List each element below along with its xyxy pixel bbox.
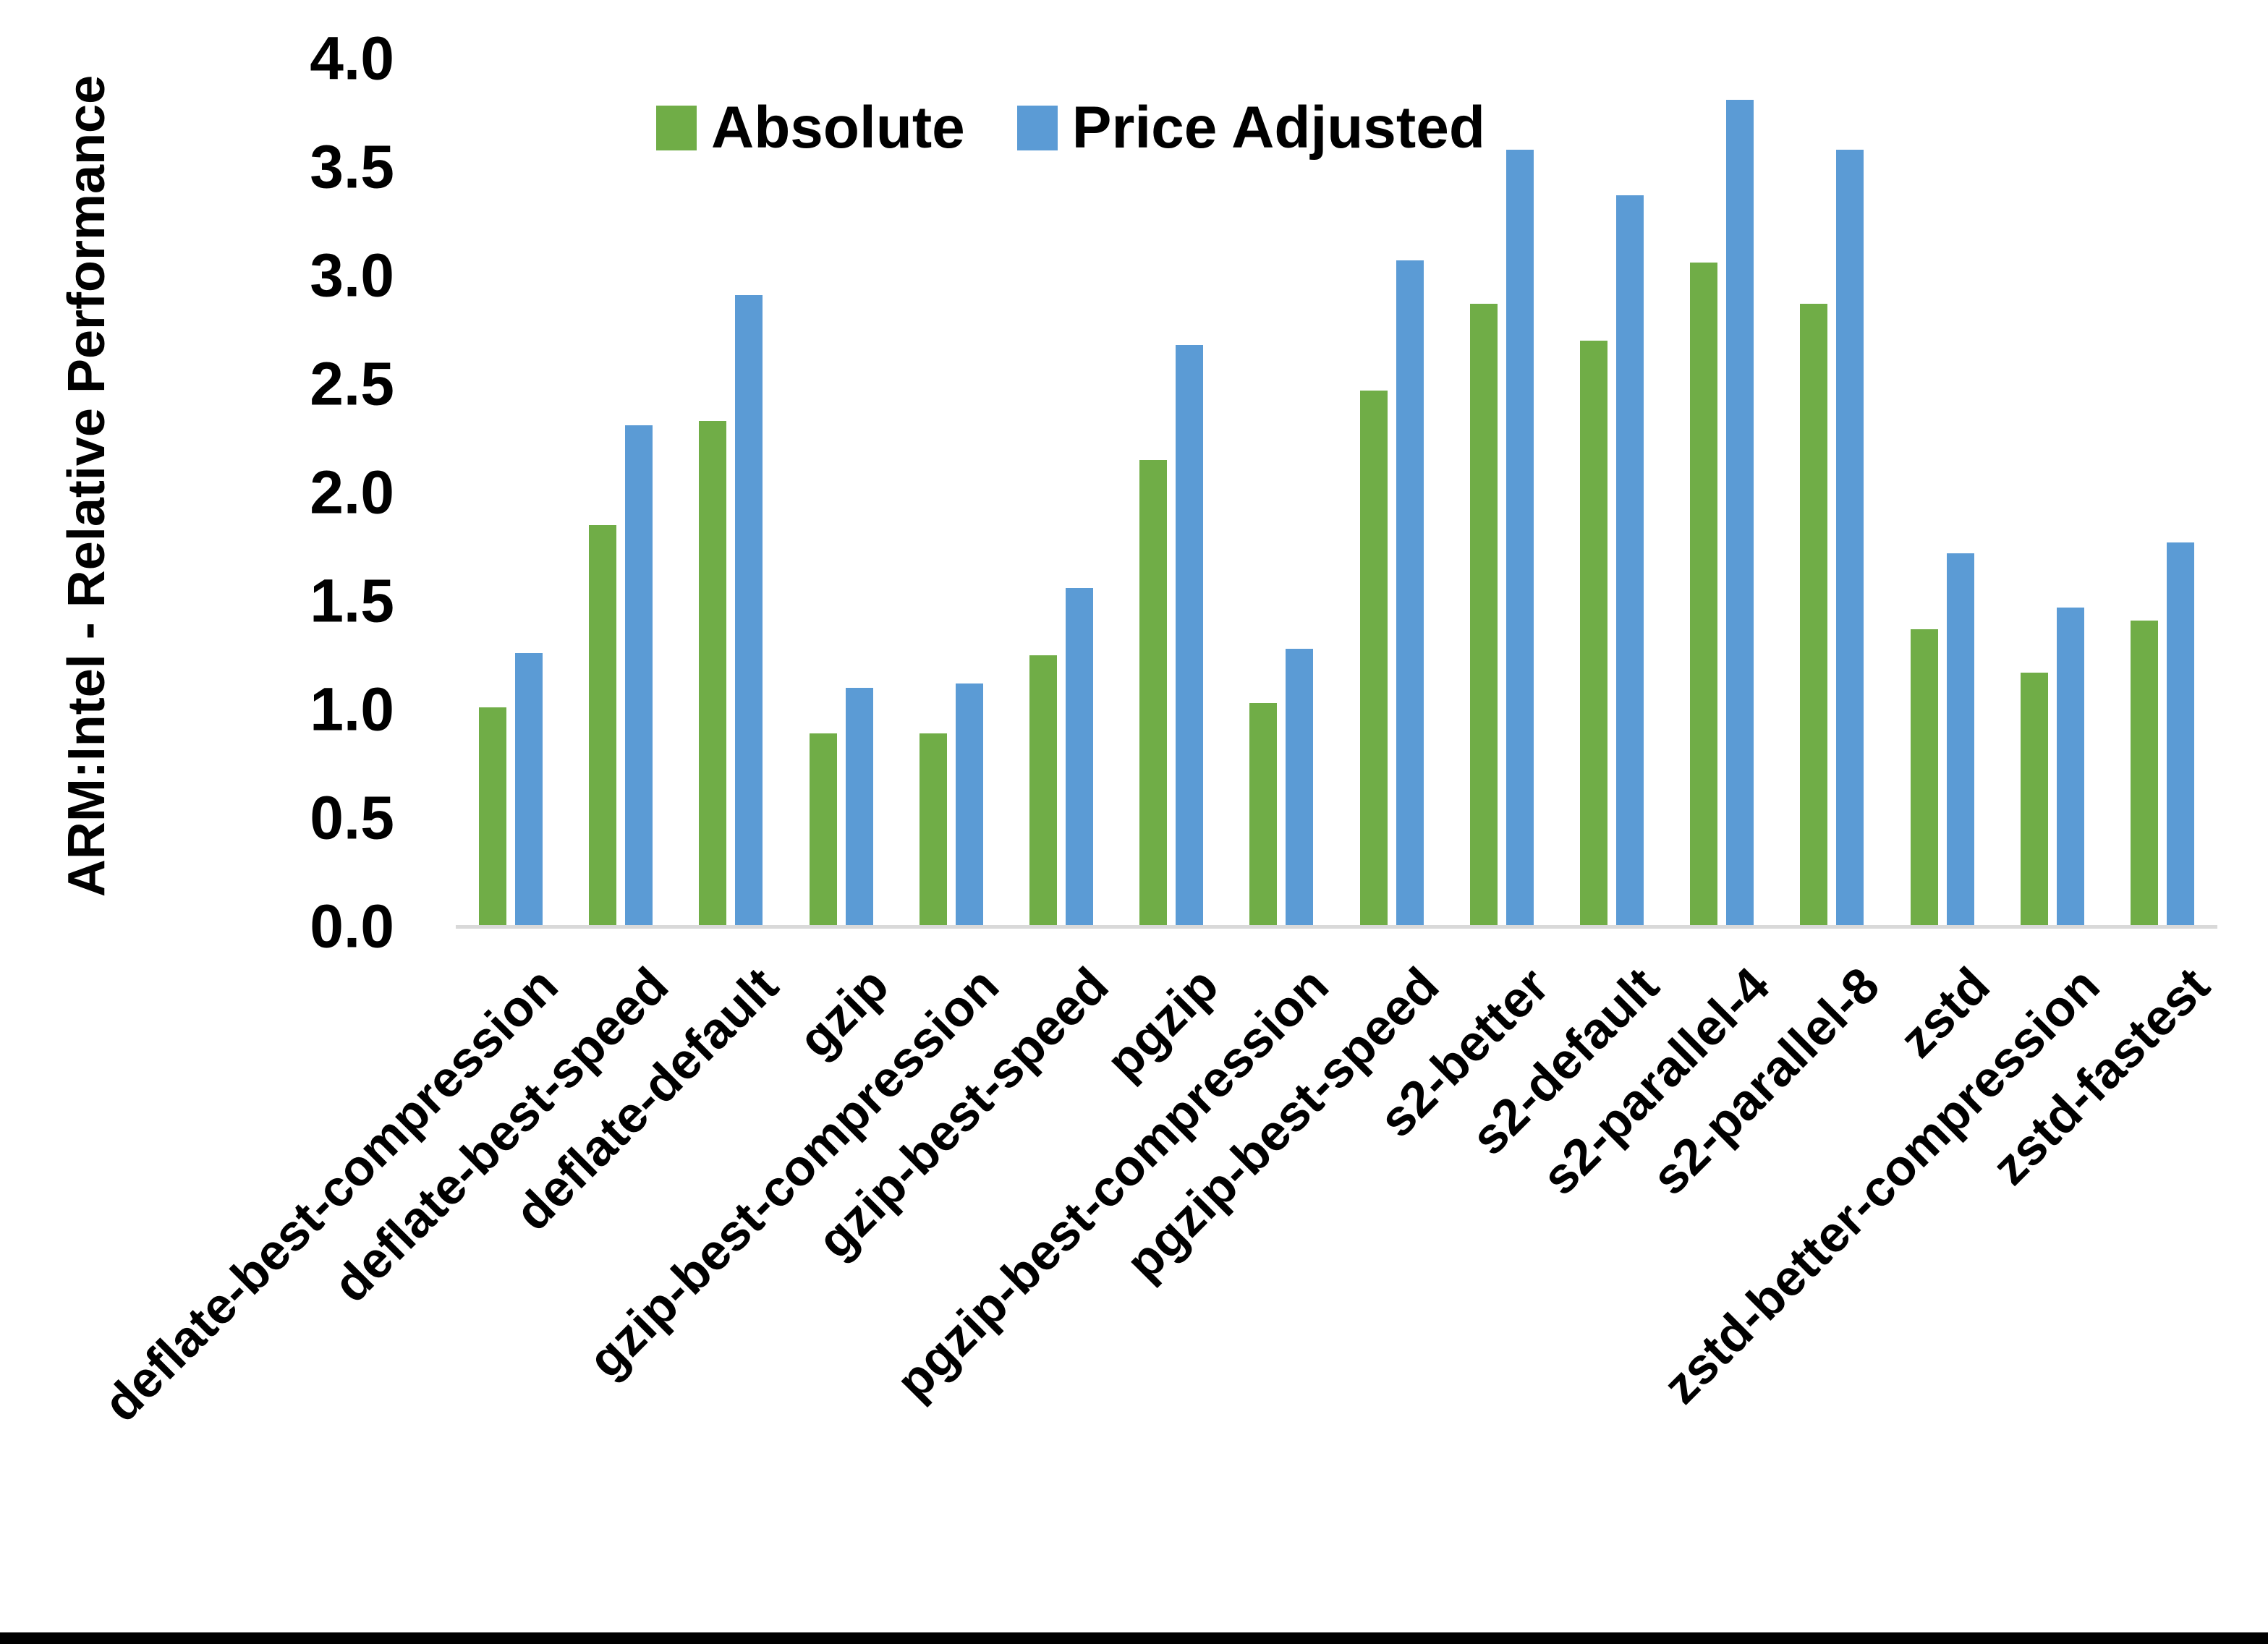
y-axis-title: ARM:Intel - Relative Performance xyxy=(58,74,116,898)
bar-group xyxy=(1777,0,1887,927)
bar-group xyxy=(786,0,896,927)
price-adjusted-bar xyxy=(515,653,543,927)
x-tick-label: deflate-best-compression xyxy=(93,956,569,1433)
price-adjusted-bar xyxy=(2056,608,2084,927)
bar-group xyxy=(1887,0,1997,927)
bar-group xyxy=(1557,0,1667,927)
price-adjusted-bar xyxy=(1946,553,1974,927)
bottom-border xyxy=(0,1632,2268,1644)
absolute-bar xyxy=(479,707,507,927)
price-adjusted-bar xyxy=(845,688,873,927)
y-tick-label: 2.5 xyxy=(310,349,394,418)
bar-group xyxy=(566,0,676,927)
price-adjusted-bar xyxy=(1286,649,1314,927)
bar-group xyxy=(1337,0,1447,927)
price-adjusted-bar xyxy=(955,683,983,927)
y-tick-label: 3.5 xyxy=(310,132,394,201)
absolute-bar xyxy=(1690,263,1718,927)
bar-group xyxy=(676,0,786,927)
price-adjusted-bar xyxy=(2166,542,2194,927)
plot-area xyxy=(456,0,2217,927)
y-tick-label: 1.5 xyxy=(310,566,394,635)
price-adjusted-bar xyxy=(1836,150,1864,927)
legend-label-price-adjusted: Price Adjusted xyxy=(1071,95,1485,161)
y-tick-label: 4.0 xyxy=(310,24,394,93)
y-tick-label: 0.5 xyxy=(310,783,394,852)
bar-group xyxy=(456,0,566,927)
price-adjusted-bar xyxy=(1396,260,1424,927)
legend-item-absolute: Absolute xyxy=(656,94,965,162)
price-adjusted-bar xyxy=(1615,195,1644,927)
legend-item-price-adjusted: Price Adjusted xyxy=(1016,94,1485,162)
price-adjusted-bar xyxy=(1066,588,1094,927)
absolute-bar xyxy=(1249,703,1278,927)
absolute-bar xyxy=(1800,304,1828,927)
absolute-bar xyxy=(699,421,727,927)
y-tick-label: 0.0 xyxy=(310,892,394,961)
y-tick-label: 2.0 xyxy=(310,458,394,527)
absolute-bar xyxy=(1579,341,1607,927)
bar-group xyxy=(1006,0,1116,927)
price-adjusted-bar xyxy=(1176,345,1204,927)
absolute-bar xyxy=(1469,304,1498,927)
y-tick-label: 3.0 xyxy=(310,241,394,310)
price-adjusted-bar xyxy=(1726,100,1754,927)
absolute-bar xyxy=(2130,621,2158,927)
absolute-bar xyxy=(1139,460,1168,927)
absolute-bar xyxy=(2020,673,2048,927)
absolute-bar xyxy=(919,733,947,927)
bar-group xyxy=(896,0,1006,927)
y-tick-label: 1.0 xyxy=(310,675,394,744)
bar-group xyxy=(1997,0,2107,927)
price-adjusted-bar xyxy=(735,295,763,927)
bar-group xyxy=(1116,0,1226,927)
bar-group xyxy=(2107,0,2217,927)
legend-swatch-absolute xyxy=(656,106,697,150)
absolute-bar xyxy=(1359,391,1388,927)
price-adjusted-bar xyxy=(1505,150,1534,927)
x-axis-line xyxy=(456,925,2217,929)
absolute-bar xyxy=(809,733,837,927)
legend-swatch-price-adjusted xyxy=(1016,106,1058,150)
legend-label-absolute: Absolute xyxy=(711,95,965,161)
absolute-bar xyxy=(1029,655,1058,927)
bar-group xyxy=(1226,0,1336,927)
bar-group xyxy=(1667,0,1777,927)
bar-group xyxy=(1447,0,1557,927)
absolute-bar xyxy=(1910,629,1938,927)
absolute-bar xyxy=(589,525,617,927)
price-adjusted-bar xyxy=(625,425,653,927)
legend: Absolute Price Adjusted xyxy=(656,94,1485,162)
